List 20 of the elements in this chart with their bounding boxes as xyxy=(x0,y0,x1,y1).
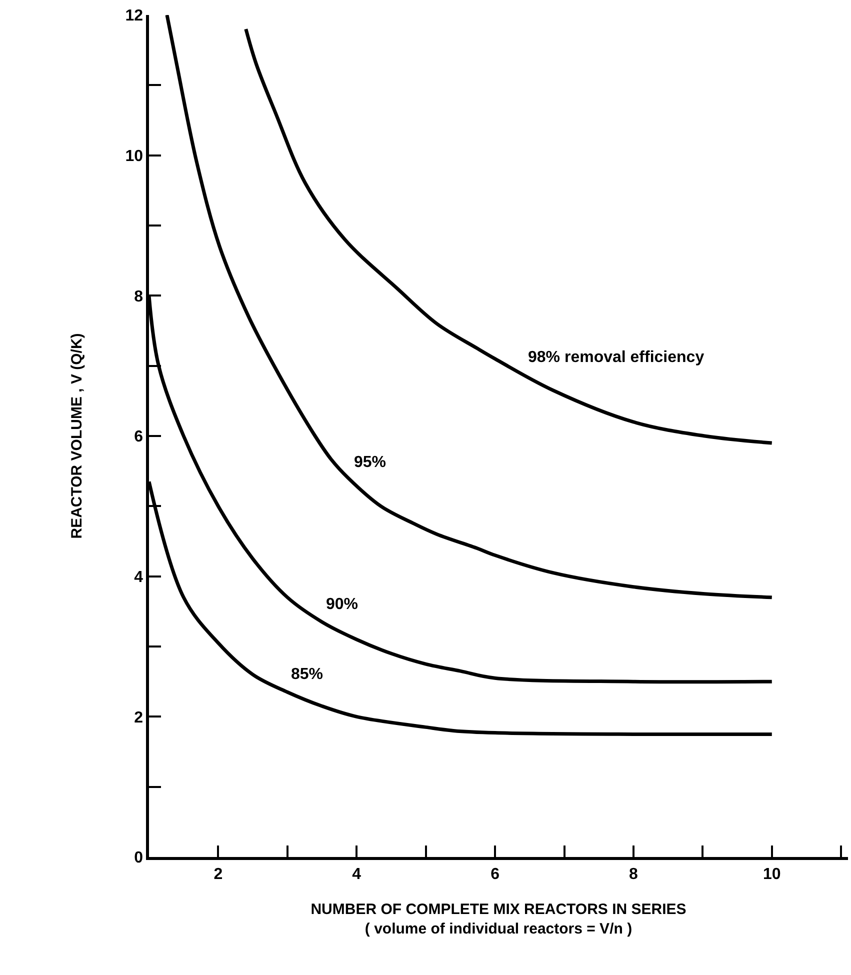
line-series xyxy=(165,15,774,600)
y-tick-label: 4 xyxy=(134,568,144,586)
series-label: 95% xyxy=(354,454,386,471)
x-axis-title: NUMBER OF COMPLETE MIX REACTORS IN SERIES ( volume of individual reactors = V/n ) xyxy=(310,900,686,938)
y-tick-label: 2 xyxy=(134,709,144,726)
y-tick-label: 10 xyxy=(125,148,144,165)
x-tick-label: 6 xyxy=(490,866,500,883)
series-label: 98% removal efficiency xyxy=(528,349,704,366)
x-tick-label: 2 xyxy=(214,866,223,883)
series-label: 85% xyxy=(291,666,324,683)
y-tick-label: 6 xyxy=(134,428,144,446)
x-tick-label: 4 xyxy=(352,866,362,883)
y-tick-label: 8 xyxy=(134,288,144,306)
line-series xyxy=(244,27,774,445)
series-label: 90% xyxy=(326,596,358,613)
y-tick-label: 0 xyxy=(134,850,144,867)
x-tick-label: 10 xyxy=(762,866,781,883)
y-tick-label: 12 xyxy=(125,8,144,25)
x-tick-label: 8 xyxy=(629,866,638,883)
y-axis-title: REACTOR VOLUME , V (Q/K) xyxy=(68,333,86,539)
